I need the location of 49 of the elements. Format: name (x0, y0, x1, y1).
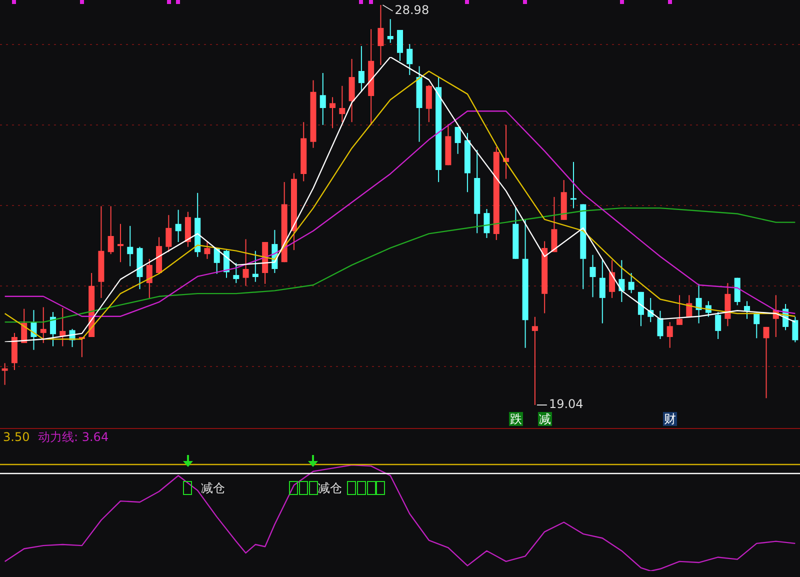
candlestick (60, 308, 66, 347)
candlestick (146, 258, 152, 298)
candlestick (252, 250, 258, 282)
annotation: 28.98 (394, 3, 430, 18)
candlestick (792, 316, 798, 343)
candlestick (378, 4, 384, 66)
text: 动力线: 3.64 (38, 430, 109, 444)
text: 3.50 (3, 430, 30, 444)
candlestick (763, 326, 770, 399)
candlestick (166, 214, 172, 253)
candlestick (40, 306, 46, 344)
candlestick (551, 196, 558, 253)
candlestick (320, 72, 326, 126)
candlestick (426, 84, 432, 123)
text: 财 (664, 412, 676, 426)
candlestick (175, 209, 182, 243)
candlestick (590, 254, 596, 298)
candlestick (127, 225, 134, 267)
annotation: 19.04 (548, 397, 584, 412)
candlestick (599, 260, 606, 324)
annotation: 减仓 (201, 481, 225, 495)
candlestick (233, 262, 240, 284)
candlestick (117, 223, 124, 263)
candlestick (397, 29, 403, 62)
candlestick (204, 240, 210, 260)
candlestick (108, 206, 114, 255)
candlestick (628, 272, 634, 294)
candlestick (744, 300, 750, 320)
candlestick (454, 126, 461, 154)
text: 减 (539, 412, 551, 426)
candlestick (2, 362, 8, 386)
candlestick (330, 96, 336, 129)
candlestick (676, 294, 683, 326)
candlestick (715, 312, 722, 340)
candlestick (638, 291, 644, 327)
candlestick (484, 208, 490, 238)
candlestick (50, 312, 56, 347)
annotation: 减仓 (318, 481, 342, 495)
candlestick (570, 161, 576, 209)
candlestick (387, 18, 394, 44)
candlestick (666, 322, 673, 348)
text: 跌 (510, 412, 522, 426)
candlestick (406, 44, 413, 76)
candlestick (609, 260, 616, 298)
candlestick (358, 46, 364, 92)
candlestick (657, 310, 664, 340)
candlestick (532, 316, 538, 406)
candlestick (339, 85, 346, 123)
candlestick (242, 238, 249, 286)
